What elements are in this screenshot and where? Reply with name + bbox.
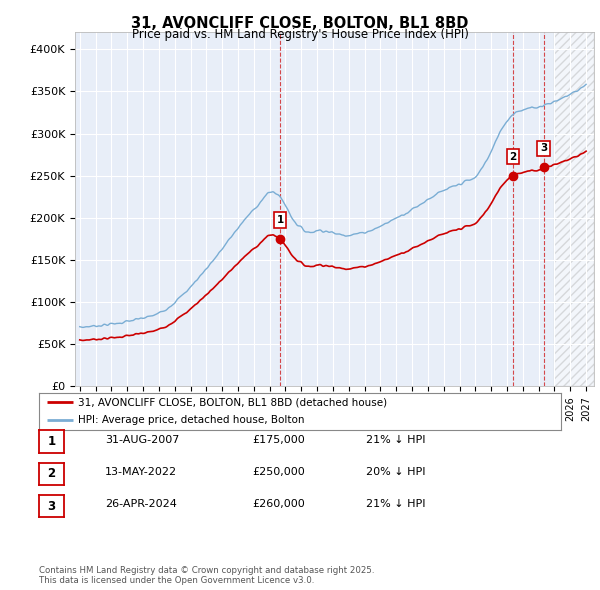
Text: £175,000: £175,000 bbox=[252, 435, 305, 444]
Text: £250,000: £250,000 bbox=[252, 467, 305, 477]
Text: £260,000: £260,000 bbox=[252, 500, 305, 509]
Text: 3: 3 bbox=[540, 143, 547, 153]
Text: 13-MAY-2022: 13-MAY-2022 bbox=[105, 467, 177, 477]
Text: 31, AVONCLIFF CLOSE, BOLTON, BL1 8BD (detached house): 31, AVONCLIFF CLOSE, BOLTON, BL1 8BD (de… bbox=[78, 397, 387, 407]
Text: 31-AUG-2007: 31-AUG-2007 bbox=[105, 435, 179, 444]
Text: Contains HM Land Registry data © Crown copyright and database right 2025.
This d: Contains HM Land Registry data © Crown c… bbox=[39, 566, 374, 585]
Text: 26-APR-2024: 26-APR-2024 bbox=[105, 500, 177, 509]
Text: 1: 1 bbox=[277, 215, 284, 225]
Text: HPI: Average price, detached house, Bolton: HPI: Average price, detached house, Bolt… bbox=[78, 415, 305, 425]
Text: 1: 1 bbox=[47, 435, 56, 448]
Text: 21% ↓ HPI: 21% ↓ HPI bbox=[366, 435, 425, 444]
Text: 3: 3 bbox=[47, 500, 56, 513]
Text: 21% ↓ HPI: 21% ↓ HPI bbox=[366, 500, 425, 509]
Text: Price paid vs. HM Land Registry's House Price Index (HPI): Price paid vs. HM Land Registry's House … bbox=[131, 28, 469, 41]
Text: 31, AVONCLIFF CLOSE, BOLTON, BL1 8BD: 31, AVONCLIFF CLOSE, BOLTON, BL1 8BD bbox=[131, 16, 469, 31]
Text: 2: 2 bbox=[509, 152, 517, 162]
Text: 20% ↓ HPI: 20% ↓ HPI bbox=[366, 467, 425, 477]
Text: 2: 2 bbox=[47, 467, 56, 480]
